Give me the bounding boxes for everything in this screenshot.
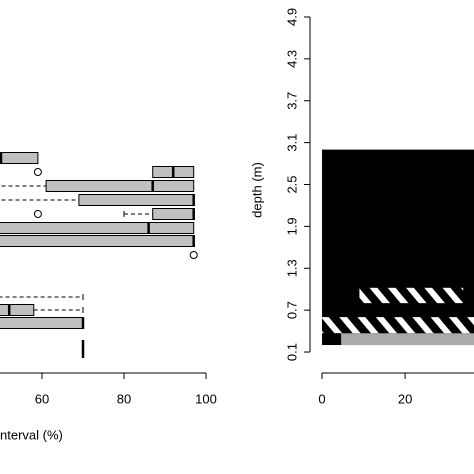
- outlier: [33, 210, 42, 218]
- box: [0, 317, 84, 329]
- box: [45, 180, 195, 192]
- box: [0, 235, 195, 247]
- outlier: [33, 168, 42, 176]
- x-axis-label: nterval (%): [0, 427, 63, 442]
- x-tick-label: 100: [195, 391, 217, 406]
- y-tick-label: 0.7: [284, 301, 299, 319]
- y-tick-label: 4.3: [284, 50, 299, 68]
- x-tick-label: 20: [398, 391, 412, 406]
- y-tick-label: 3.7: [284, 92, 299, 110]
- box: [78, 194, 195, 206]
- x-tick-label: 0: [318, 391, 325, 406]
- box: [152, 208, 195, 220]
- x-tick-label: 80: [117, 391, 131, 406]
- y-tick-label: 1.9: [284, 217, 299, 235]
- x-tick-label: 60: [35, 391, 49, 406]
- y-tick-label: 2.5: [284, 175, 299, 193]
- layer: [341, 333, 474, 346]
- right-panel: 0.1 0.7 1.3 1.9 2.5 3.1 3.7 4.3 4.9 depth (m) 0 20: [249, 8, 474, 406]
- layer: [322, 317, 474, 334]
- left-panel: 60 80 100 nterval (%): [0, 152, 217, 442]
- outlier: [189, 251, 198, 259]
- box: [0, 152, 39, 164]
- y-tick-label: 0.1: [284, 343, 299, 361]
- y-axis-label: depth (m): [249, 162, 264, 218]
- layer: [322, 149, 474, 346]
- y-tick-label: 3.1: [284, 134, 299, 152]
- box: [0, 304, 35, 316]
- y-tick-label: 1.3: [284, 259, 299, 277]
- y-tick-label: 4.9: [284, 8, 299, 26]
- layer: [359, 287, 464, 304]
- box: [0, 222, 195, 234]
